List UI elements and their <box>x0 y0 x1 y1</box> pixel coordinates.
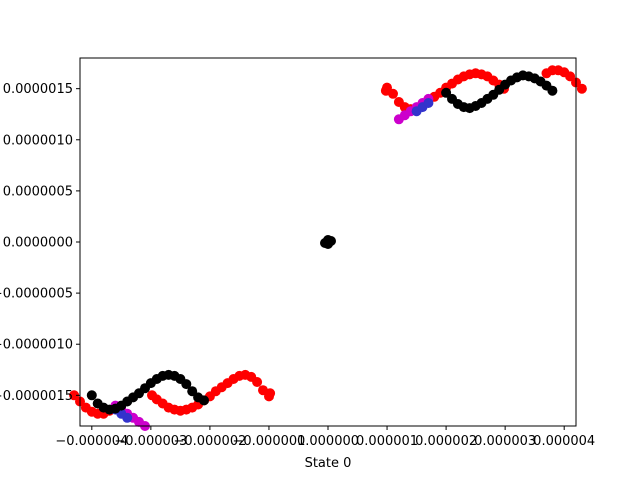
y-tick-label-6: −0.0000015 <box>0 389 73 404</box>
x-axis-ticks: −0.000004−0.000003−0.000002−0.0000010.00… <box>55 426 595 449</box>
data-point-s0-2 <box>388 88 398 99</box>
data-point-s3-19 <box>199 395 209 406</box>
y-tick-label-2: 0.0000005 <box>3 184 73 199</box>
data-point-s0-24 <box>258 385 268 396</box>
data-point-s0-23 <box>264 391 274 402</box>
data-point-s3-0 <box>86 390 97 401</box>
y-tick-label-1: 0.0000010 <box>3 133 73 148</box>
data-point-s3-43 <box>323 239 333 249</box>
data-point-s2-2 <box>423 98 434 108</box>
x-tick-label-3: −0.000001 <box>232 434 305 449</box>
data-point-s3-16 <box>181 379 192 390</box>
data-point-s3-38 <box>547 85 558 96</box>
x-tick-label-7: 0.000003 <box>474 434 536 449</box>
x-axis-label: State 0 <box>305 456 352 471</box>
x-tick-label-4: 0.000000 <box>297 434 359 449</box>
x-tick-label-2: −0.000002 <box>173 434 246 449</box>
x-tick-label-5: 0.000001 <box>356 434 418 449</box>
data-point-s0-43 <box>147 390 157 401</box>
data-point-s0-57 <box>541 68 552 79</box>
x-tick-label-1: −0.000003 <box>114 434 187 449</box>
y-tick-label-4: −0.0000005 <box>0 287 73 302</box>
x-tick-label-8: 0.000004 <box>533 434 595 449</box>
x-tick-label-6: 0.000002 <box>415 434 477 449</box>
data-point-s0-44 <box>69 390 80 401</box>
y-tick-label-3: 0.0000000 <box>3 236 73 251</box>
x-tick-label-0: −0.000004 <box>55 434 128 449</box>
scatter-points <box>69 65 587 431</box>
y-tick-label-5: −0.0000010 <box>0 338 73 353</box>
data-point-s0-51 <box>576 83 587 94</box>
data-point-s0-1 <box>382 82 392 93</box>
data-point-s3-17 <box>187 386 198 397</box>
y-axis-ticks: 0.0000015 0.0000010 0.0000005 0.0000000 −0.0… <box>0 82 80 404</box>
y-tick-label-0: 0.0000015 <box>3 82 73 97</box>
